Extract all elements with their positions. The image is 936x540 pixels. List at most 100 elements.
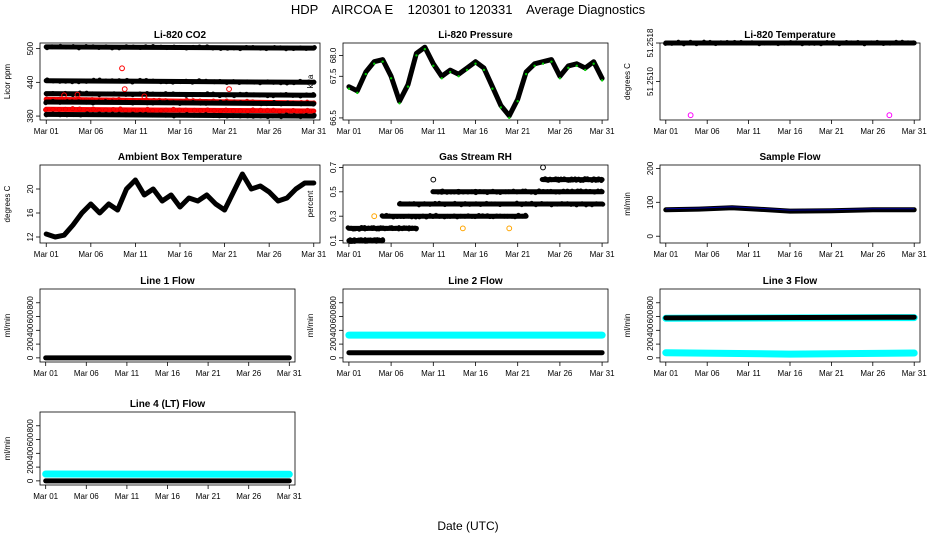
data-point: [593, 201, 599, 207]
data-point: [407, 201, 412, 207]
x-tick-label: Mar 31: [902, 127, 927, 136]
data-point: [158, 108, 164, 114]
data-point-accent: [448, 70, 452, 74]
data-point: [600, 201, 606, 207]
data-point: [462, 201, 468, 206]
outlier-point: [119, 65, 125, 72]
y-axis-label: degrees C: [3, 185, 12, 222]
data-point: [303, 46, 309, 51]
data-point-accent: [499, 106, 503, 109]
data-point: [290, 100, 296, 106]
data-point: [230, 113, 236, 119]
data-point: [265, 79, 271, 85]
data-point: [413, 226, 419, 232]
data-point: [887, 40, 893, 46]
data-point: [170, 91, 176, 97]
data-point: [271, 100, 277, 105]
data-point: [58, 43, 63, 49]
data-point: [90, 112, 96, 117]
data-point: [224, 100, 229, 106]
data-point: [290, 108, 296, 113]
data-point: [836, 41, 842, 47]
data-point: [824, 40, 830, 45]
data-point: [893, 39, 899, 45]
x-tick-label: Mar 21: [819, 369, 844, 378]
data-point: [78, 112, 84, 118]
y-axis-label: ml/min: [623, 314, 632, 338]
data-point: [862, 41, 867, 47]
data-point: [158, 79, 164, 85]
data-series-band: [662, 349, 918, 358]
data-point: [116, 45, 122, 51]
data-point: [238, 100, 243, 106]
data-point: [285, 100, 291, 106]
chart-panel: Line 3 Flow ml/min Mar 01 Mar 06 Mar 11 Mar 1…: [623, 276, 927, 378]
y-tick-label: 12: [26, 232, 35, 241]
data-point: [183, 93, 189, 98]
data-point: [409, 214, 415, 220]
data-point-accent: [533, 64, 536, 68]
data-point: [211, 108, 217, 114]
data-point: [799, 41, 805, 47]
data-point: [492, 201, 498, 207]
data-point-accent: [516, 99, 519, 103]
data-point: [568, 202, 574, 207]
data-point: [231, 108, 236, 114]
data-point: [544, 201, 550, 207]
data-point: [245, 100, 251, 106]
data-point: [130, 111, 136, 117]
x-tick-label: Mar 06: [695, 127, 720, 136]
data-point: [116, 91, 122, 97]
data-point: [874, 39, 880, 45]
x-tick-label: Mar 16: [778, 369, 803, 378]
data-point: [663, 41, 668, 46]
data-point: [203, 112, 209, 117]
data-point: [427, 202, 433, 207]
data-point: [197, 112, 202, 118]
data-point: [514, 189, 520, 195]
y-tick-label: 51.2518: [646, 28, 655, 57]
data-point-accent: [575, 64, 578, 68]
data-point-accent: [524, 72, 528, 76]
y-tick-label: 400: [646, 323, 655, 337]
data-point: [402, 201, 408, 207]
data-point: [191, 112, 197, 118]
y-axis-label: degrees C: [623, 63, 632, 100]
data-point: [157, 112, 162, 118]
data-series-band: [43, 171, 317, 240]
outlier-point: [141, 93, 148, 100]
data-point: [62, 106, 68, 112]
data-point: [197, 108, 203, 113]
x-tick-label: Mar 26: [236, 492, 261, 501]
figure-title: HDP AIRCOA E 120301 to 120331 Average Di…: [290, 2, 646, 17]
data-series-band: [663, 314, 917, 321]
data-point: [171, 44, 177, 50]
data-point: [224, 113, 230, 119]
data-point: [196, 78, 202, 84]
data-point: [250, 113, 256, 119]
data-point: [90, 44, 96, 50]
data-point: [123, 99, 129, 105]
data-point: [508, 201, 514, 207]
data-point: [244, 44, 249, 50]
y-axis-label: Licor ppm: [3, 64, 12, 99]
data-point: [237, 46, 243, 52]
data-point: [480, 213, 485, 219]
data-point: [84, 111, 90, 117]
data-point: [305, 100, 311, 106]
data-point: [183, 107, 189, 113]
y-tick-label: 16: [26, 208, 35, 217]
data-point: [707, 39, 713, 45]
data-point: [587, 188, 593, 194]
data-point-accent: [592, 62, 595, 65]
data-point: [278, 80, 284, 86]
data-point: [579, 201, 585, 207]
y-tick-label: 68.0: [329, 47, 338, 63]
data-point: [137, 45, 143, 50]
plot-frame: [39, 288, 296, 363]
data-point: [123, 112, 129, 118]
y-tick-label: 400: [329, 323, 338, 337]
data-point: [70, 44, 76, 49]
panel-title: Li-820 CO2: [154, 30, 207, 41]
data-point: [224, 80, 230, 85]
